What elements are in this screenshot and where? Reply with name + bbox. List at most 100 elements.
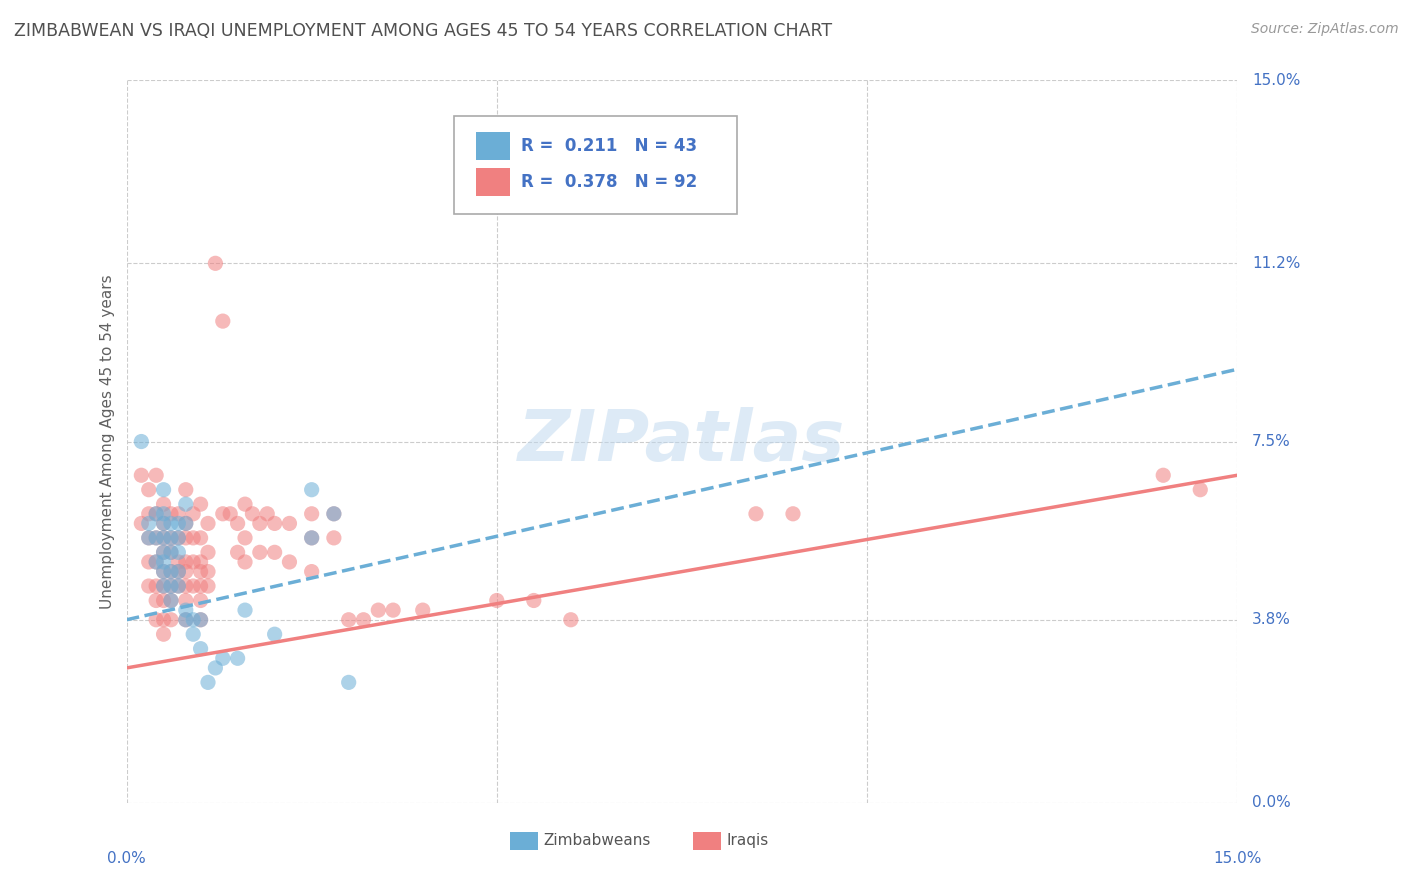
Point xyxy=(181,507,204,521)
Point xyxy=(190,531,212,545)
Point xyxy=(152,613,174,627)
Point xyxy=(152,579,174,593)
Point xyxy=(190,641,212,656)
Point xyxy=(145,531,167,545)
Point xyxy=(197,579,219,593)
Point xyxy=(145,507,167,521)
Point xyxy=(152,555,174,569)
Point xyxy=(138,579,160,593)
Point xyxy=(263,516,285,531)
Point xyxy=(233,531,256,545)
Point xyxy=(190,565,212,579)
Point xyxy=(181,555,204,569)
Point xyxy=(160,545,183,559)
Bar xyxy=(510,831,537,850)
Point xyxy=(160,531,183,545)
Point xyxy=(145,555,167,569)
Point xyxy=(745,507,768,521)
Point xyxy=(301,531,323,545)
Point xyxy=(211,314,233,328)
Point xyxy=(204,256,226,270)
Point xyxy=(131,516,153,531)
Point xyxy=(174,497,197,511)
Point xyxy=(226,545,249,559)
Point xyxy=(197,675,219,690)
Point xyxy=(322,531,344,545)
Point xyxy=(167,555,190,569)
Point xyxy=(174,516,197,531)
Y-axis label: Unemployment Among Ages 45 to 54 years: Unemployment Among Ages 45 to 54 years xyxy=(100,274,115,609)
Point xyxy=(301,483,323,497)
Point xyxy=(181,627,204,641)
Point xyxy=(249,545,271,559)
Point xyxy=(353,613,375,627)
Point xyxy=(152,507,174,521)
Point xyxy=(382,603,405,617)
Point xyxy=(233,497,256,511)
Point xyxy=(190,593,212,607)
Point xyxy=(152,545,174,559)
Point xyxy=(181,579,204,593)
Point xyxy=(152,579,174,593)
Point xyxy=(204,661,226,675)
Point xyxy=(190,555,212,569)
Point xyxy=(174,516,197,531)
Point xyxy=(278,516,301,531)
Point xyxy=(160,531,183,545)
Bar xyxy=(693,831,721,850)
Point xyxy=(167,531,190,545)
Text: 11.2%: 11.2% xyxy=(1253,256,1301,271)
Point xyxy=(197,516,219,531)
Point xyxy=(167,565,190,579)
Text: 15.0%: 15.0% xyxy=(1253,73,1301,87)
Point xyxy=(249,516,271,531)
Point xyxy=(197,545,219,559)
Text: R =  0.211   N = 43: R = 0.211 N = 43 xyxy=(520,137,697,155)
Point xyxy=(1189,483,1212,497)
Point xyxy=(485,593,508,607)
Point xyxy=(160,593,183,607)
Point xyxy=(152,483,174,497)
Point xyxy=(160,507,183,521)
Bar xyxy=(477,132,510,160)
Point xyxy=(560,613,582,627)
Point xyxy=(160,613,183,627)
Text: Iraqis: Iraqis xyxy=(727,833,769,848)
Point xyxy=(160,579,183,593)
Point xyxy=(131,468,153,483)
Point xyxy=(174,603,197,617)
Point xyxy=(197,565,219,579)
Point xyxy=(160,516,183,531)
Point xyxy=(226,516,249,531)
Point xyxy=(138,531,160,545)
Point xyxy=(337,675,360,690)
Text: 7.5%: 7.5% xyxy=(1253,434,1291,449)
Point xyxy=(152,565,174,579)
Point xyxy=(322,507,344,521)
Point xyxy=(152,627,174,641)
Point xyxy=(301,565,323,579)
Point xyxy=(145,468,167,483)
Point xyxy=(167,579,190,593)
Point xyxy=(174,531,197,545)
Point xyxy=(233,555,256,569)
Text: Zimbabweans: Zimbabweans xyxy=(543,833,651,848)
Point xyxy=(152,545,174,559)
Point xyxy=(160,593,183,607)
Point xyxy=(145,579,167,593)
Point xyxy=(145,555,167,569)
Point xyxy=(301,531,323,545)
Point xyxy=(219,507,242,521)
Point xyxy=(174,483,197,497)
Point xyxy=(131,434,153,449)
Point xyxy=(190,497,212,511)
Point xyxy=(167,516,190,531)
Text: 0.0%: 0.0% xyxy=(1253,796,1291,810)
FancyBboxPatch shape xyxy=(454,117,738,214)
Point xyxy=(138,531,160,545)
Point xyxy=(301,507,323,521)
Point xyxy=(160,579,183,593)
Point xyxy=(174,613,197,627)
Text: 0.0%: 0.0% xyxy=(107,851,146,866)
Point xyxy=(782,507,804,521)
